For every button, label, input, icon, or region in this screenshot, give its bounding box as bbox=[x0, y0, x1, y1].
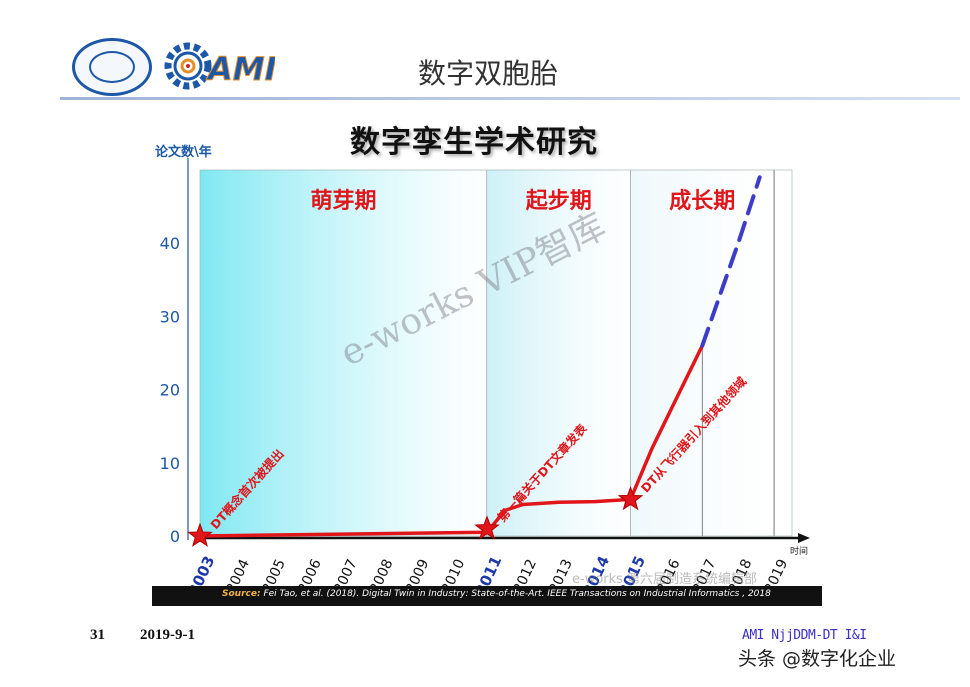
ami-logo: AMI bbox=[164, 42, 275, 90]
milestone-star-icon bbox=[187, 522, 213, 547]
header-divider bbox=[60, 97, 960, 100]
x-axis-arrow-icon bbox=[798, 533, 810, 543]
chart-title: 数字孪生学术研究 bbox=[350, 125, 598, 160]
source-text: Fei Tao, et al. (2018). Digital Twin in … bbox=[263, 589, 771, 599]
page-number: 31 bbox=[90, 627, 105, 643]
y-tick-label: 0 bbox=[170, 527, 180, 546]
y-tick-label: 10 bbox=[160, 454, 180, 473]
credit-text: 头条 @数字化企业 bbox=[738, 648, 897, 670]
university-logo bbox=[72, 38, 152, 96]
milestone-star-icon bbox=[617, 485, 644, 511]
milestone-star-icon bbox=[474, 515, 500, 540]
phase-band-0 bbox=[200, 170, 488, 536]
faint-watermark: e-works 第六届制造系统编辑部 bbox=[572, 572, 758, 587]
ami-logo-text: AMI bbox=[205, 50, 275, 88]
phase-label-0: 萌芽期 bbox=[311, 189, 377, 214]
plot-frame bbox=[199, 169, 793, 537]
x-axis-label: 时间 bbox=[790, 545, 808, 557]
y-axis-label: 论文数\年 bbox=[155, 144, 212, 160]
y-tick-label: 40 bbox=[160, 234, 180, 253]
series-line-1 bbox=[700, 175, 762, 348]
university-seal-inner bbox=[89, 51, 135, 83]
footer-lab-name: AMI NjjDDM-DT I&I bbox=[742, 628, 867, 643]
source-label: Source: bbox=[222, 589, 261, 599]
footer-date: 2019-9-1 bbox=[140, 627, 195, 643]
slide-title: 数字双胞胎 bbox=[418, 57, 559, 90]
phase-band-1 bbox=[487, 170, 631, 536]
phase-label-1: 起步期 bbox=[525, 188, 592, 214]
y-tick-label: 20 bbox=[160, 381, 180, 400]
y-tick-label: 30 bbox=[160, 307, 180, 326]
source-bar: Source: Fei Tao, et al. (2018). Digital … bbox=[152, 586, 822, 606]
phase-label-2: 成长期 bbox=[669, 189, 735, 214]
gear-icon bbox=[164, 42, 212, 90]
series-line-0 bbox=[198, 343, 705, 538]
source-citation: Source: Fei Tao, et al. (2018). Digital … bbox=[222, 589, 771, 599]
